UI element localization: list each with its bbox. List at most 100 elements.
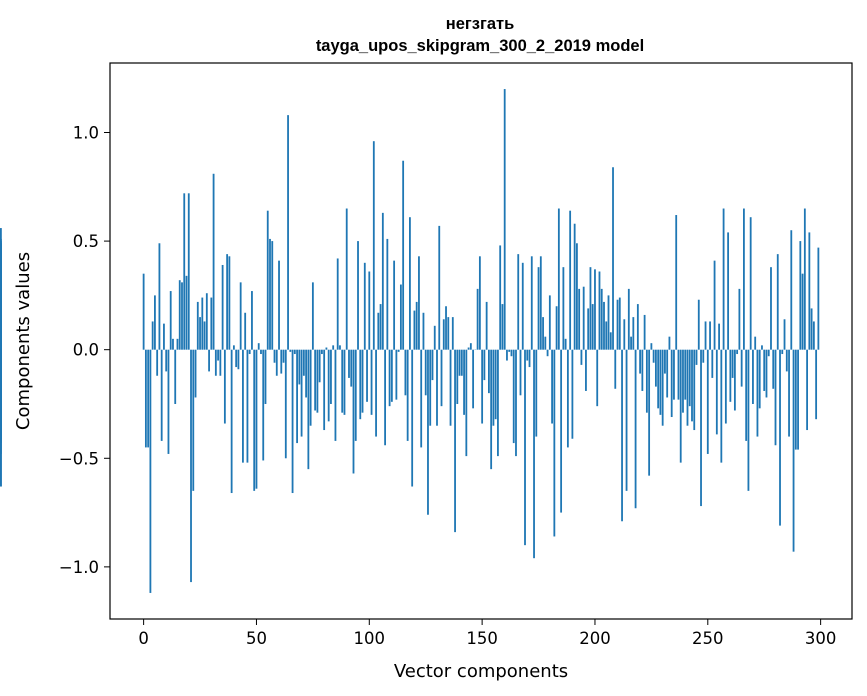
bar-163 — [510, 349, 513, 357]
bar-144 — [467, 347, 470, 350]
bar-236 — [675, 215, 678, 350]
bar-100 — [368, 271, 371, 350]
x-tick-label: 200 — [579, 629, 611, 648]
bar-55 — [266, 210, 269, 350]
bar-214 — [625, 349, 628, 491]
bar-176 — [539, 256, 542, 350]
bar-218 — [634, 349, 637, 509]
bar-296 — [810, 308, 813, 350]
bar-258 — [724, 349, 727, 424]
bar-27 — [203, 321, 206, 350]
bar-282 — [779, 349, 781, 526]
bar-232 — [666, 349, 669, 398]
bar-50 — [255, 349, 258, 489]
bar-97 — [361, 349, 364, 413]
bar-154 — [490, 349, 493, 470]
bar-288 — [792, 349, 795, 552]
bar-132 — [440, 349, 443, 407]
bar-158 — [499, 245, 502, 350]
bar-57 — [271, 241, 274, 350]
bar-237 — [677, 349, 680, 400]
bar-169 — [524, 349, 526, 546]
bar-31 — [212, 173, 215, 350]
bar-188 — [566, 349, 569, 448]
bar-93 — [352, 349, 355, 474]
bar-160 — [503, 89, 506, 350]
bar-110 — [390, 349, 393, 402]
bar-133 — [442, 319, 445, 350]
bar-124 — [422, 312, 425, 350]
bar-34 — [219, 349, 222, 376]
bar-48 — [251, 291, 253, 350]
bar-217 — [632, 317, 635, 350]
bar-22 — [192, 349, 195, 491]
bar-undefined — [0, 349, 2, 439]
bar-28 — [205, 293, 208, 350]
bar-81 — [325, 347, 328, 350]
bar-undefined — [0, 241, 2, 350]
bar-17 — [181, 282, 183, 350]
bar-115 — [402, 160, 405, 350]
bar-103 — [375, 349, 377, 437]
bar-134 — [445, 306, 447, 350]
bar-153 — [488, 349, 490, 394]
y-tick-label: 0.0 — [73, 341, 99, 360]
bar-170 — [526, 349, 529, 361]
bar-117 — [406, 349, 409, 441]
bar-135 — [447, 317, 450, 350]
bar-205 — [605, 321, 608, 350]
bar-9 — [163, 323, 165, 350]
bar-106 — [381, 212, 384, 350]
bar-192 — [576, 243, 578, 350]
bar-221 — [641, 349, 644, 391]
bar-233 — [668, 336, 671, 350]
bar-172 — [530, 256, 533, 350]
bar-273 — [758, 349, 761, 409]
bar-66 — [291, 349, 294, 494]
bar-254 — [715, 349, 718, 435]
bar-167 — [519, 349, 522, 396]
bar-198 — [589, 267, 592, 350]
bar-152 — [485, 301, 488, 350]
bar-267 — [745, 349, 748, 441]
bar-108 — [386, 238, 389, 350]
bar-85 — [334, 349, 337, 441]
bar-253 — [713, 260, 716, 350]
bar-129 — [433, 325, 436, 350]
bar-283 — [781, 349, 784, 355]
bar-260 — [729, 349, 732, 402]
bar-265 — [740, 349, 743, 387]
bar-225 — [650, 343, 653, 350]
bar-266 — [743, 208, 745, 350]
bar-24 — [196, 301, 199, 350]
bar-29 — [208, 349, 210, 372]
bar-290 — [797, 349, 799, 450]
bar-69 — [298, 349, 301, 385]
bar-212 — [621, 349, 623, 522]
bar-271 — [754, 336, 757, 350]
bar-15 — [176, 338, 179, 350]
bar-90 — [345, 208, 348, 350]
bar-95 — [357, 241, 359, 350]
bar-68 — [296, 349, 298, 444]
bar-185 — [560, 349, 563, 513]
bar-209 — [614, 349, 617, 389]
x-tick-label: 50 — [246, 629, 267, 648]
bar-37 — [226, 254, 229, 350]
bar-166 — [517, 254, 520, 350]
bar-79 — [321, 349, 323, 355]
bar-18 — [183, 193, 186, 350]
bar-12 — [169, 291, 172, 350]
bar-80 — [323, 349, 326, 431]
bar-23 — [194, 349, 197, 398]
bar-138 — [454, 349, 456, 533]
x-axis-ticks: 0 50 100 150 200 250 300 — [138, 619, 836, 648]
bar-49 — [253, 349, 256, 491]
y-tick-label: −0.5 — [59, 449, 99, 468]
bar-71 — [302, 349, 305, 376]
bar-224 — [648, 349, 651, 476]
bar-61 — [280, 349, 283, 374]
bar-201 — [596, 349, 599, 407]
bar-247 — [700, 349, 702, 507]
bar-216 — [630, 336, 632, 350]
